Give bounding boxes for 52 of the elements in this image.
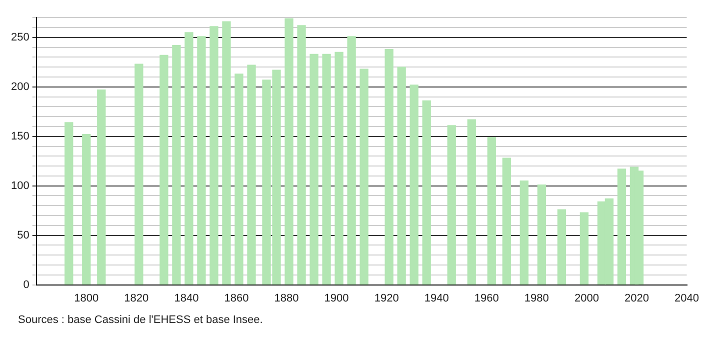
bar xyxy=(222,21,231,285)
y-tick-label: 250 xyxy=(10,31,30,44)
x-tick-label: 1820 xyxy=(124,292,149,304)
x-tick-label: 1940 xyxy=(424,292,449,304)
bar xyxy=(410,84,418,285)
bar xyxy=(310,54,318,285)
x-tick-label: 1920 xyxy=(374,292,399,304)
bar xyxy=(184,32,194,285)
x-tick-label: 1900 xyxy=(324,292,349,304)
y-tick-label: 150 xyxy=(10,130,30,142)
bar xyxy=(234,74,244,285)
bar xyxy=(537,184,546,285)
bar xyxy=(467,119,476,285)
bar xyxy=(134,64,144,285)
bar xyxy=(172,44,181,285)
bar xyxy=(347,36,356,285)
x-tick-label: 1960 xyxy=(474,292,499,304)
bar xyxy=(520,180,528,285)
bar xyxy=(502,158,511,285)
bar xyxy=(284,18,294,285)
y-tick-label: 100 xyxy=(10,180,30,192)
bar xyxy=(297,25,306,285)
bar xyxy=(97,90,106,285)
bar xyxy=(160,54,168,285)
bar xyxy=(197,36,206,285)
bar xyxy=(557,209,566,285)
bar xyxy=(247,64,256,285)
bar xyxy=(64,122,74,285)
y-tick-label: 200 xyxy=(10,80,30,93)
bar xyxy=(82,134,91,285)
source-note: Sources : base Cassini de l'EHESS et base Insee. xyxy=(18,314,264,326)
bar xyxy=(580,212,589,285)
bar xyxy=(360,68,368,285)
y-tick-label: 0 xyxy=(23,278,30,291)
y-tick-label: 50 xyxy=(17,229,30,242)
bar xyxy=(334,52,344,285)
bar xyxy=(384,48,394,285)
bar xyxy=(397,66,406,285)
x-tick-label: 1860 xyxy=(224,292,249,304)
x-tick-label: 1880 xyxy=(274,292,299,304)
x-tick-label: 2040 xyxy=(674,292,700,304)
bar xyxy=(617,168,626,285)
x-tick-label: 1800 xyxy=(74,292,99,304)
bar xyxy=(487,137,496,285)
x-tick-label: 1840 xyxy=(174,292,199,304)
x-tick-label: 1980 xyxy=(524,292,549,304)
x-tick-label: 2000 xyxy=(574,292,599,304)
bar xyxy=(422,100,431,285)
bar xyxy=(322,54,331,285)
bar xyxy=(210,26,218,285)
x-tick-label: 2020 xyxy=(624,292,649,304)
bar xyxy=(447,125,456,285)
